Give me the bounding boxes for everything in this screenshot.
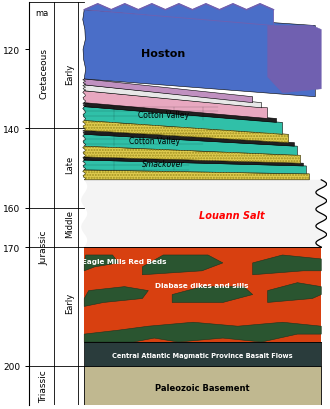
Polygon shape	[268, 283, 321, 303]
Text: ma: ma	[35, 9, 48, 18]
Polygon shape	[84, 366, 321, 405]
Text: Early: Early	[65, 292, 74, 313]
Polygon shape	[172, 287, 253, 303]
Text: Early: Early	[65, 63, 74, 84]
Polygon shape	[84, 247, 321, 342]
Polygon shape	[81, 180, 327, 247]
Text: Triassic: Triassic	[40, 369, 49, 402]
Polygon shape	[84, 287, 148, 307]
Polygon shape	[84, 255, 118, 271]
Polygon shape	[83, 107, 282, 135]
Polygon shape	[83, 121, 288, 143]
Text: Paleozoic Basement: Paleozoic Basement	[155, 383, 249, 392]
Polygon shape	[83, 157, 303, 166]
Text: Central Atlantic Magmatic Province Basalt Flows: Central Atlantic Magmatic Province Basal…	[112, 352, 292, 358]
Polygon shape	[253, 255, 321, 275]
Polygon shape	[83, 147, 300, 164]
Polygon shape	[83, 92, 268, 119]
Text: Cotton Valley: Cotton Valley	[138, 111, 189, 120]
Text: Hoston: Hoston	[141, 49, 185, 59]
Polygon shape	[83, 131, 294, 147]
Text: Diabase dikes and sills: Diabase dikes and sills	[155, 282, 249, 288]
Polygon shape	[84, 322, 321, 342]
Polygon shape	[83, 161, 306, 175]
Polygon shape	[83, 11, 315, 97]
Polygon shape	[84, 5, 274, 27]
Text: Cretaceous: Cretaceous	[40, 48, 49, 99]
Polygon shape	[142, 255, 223, 275]
Polygon shape	[83, 85, 262, 108]
Text: Jurassic: Jurassic	[40, 230, 49, 265]
Polygon shape	[83, 135, 297, 156]
Polygon shape	[268, 27, 321, 94]
Polygon shape	[83, 80, 253, 103]
Text: Louann Salt: Louann Salt	[199, 211, 265, 221]
Polygon shape	[83, 103, 277, 123]
Text: Cotton Valley: Cotton Valley	[129, 137, 180, 145]
Text: Late: Late	[65, 155, 74, 174]
Text: Smackover: Smackover	[142, 160, 184, 169]
Polygon shape	[83, 171, 309, 180]
Text: Middle: Middle	[65, 210, 74, 238]
Polygon shape	[84, 342, 321, 366]
Text: Eagle Mills Red Beds: Eagle Mills Red Beds	[82, 258, 167, 264]
